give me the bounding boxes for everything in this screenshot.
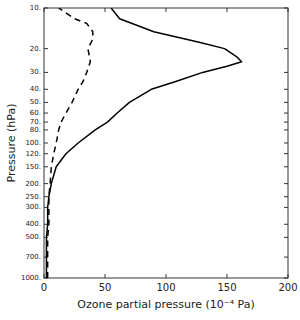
y-tick: [44, 122, 48, 123]
y-tick-right: [284, 196, 288, 197]
x-tick-label: 150: [217, 282, 236, 293]
x-tick-label: 200: [278, 282, 297, 293]
y-tick-right: [284, 129, 288, 130]
y-tick: [44, 183, 48, 184]
y-tick-label: 120.: [25, 150, 41, 158]
x-tick-top: [105, 8, 106, 12]
y-tick-label: 500.: [25, 233, 41, 241]
x-tick-top: [44, 8, 45, 12]
y-tick-right: [284, 278, 288, 279]
y-tick: [44, 113, 48, 114]
series-line: [48, 8, 93, 278]
y-tick-right: [284, 89, 288, 90]
y-tick: [44, 89, 48, 90]
y-tick: [44, 8, 48, 9]
y-tick: [44, 102, 48, 103]
y-tick-right: [284, 153, 288, 154]
y-tick-right: [284, 207, 288, 208]
series-line: [46, 8, 241, 278]
y-tick-label: 60.: [30, 109, 41, 117]
y-tick: [44, 48, 48, 49]
y-tick-right: [284, 8, 288, 9]
y-tick-right: [284, 257, 288, 258]
y-tick-label: 30.: [30, 68, 41, 76]
x-axis: 0 50 100 150 200: [41, 8, 298, 293]
y-tick-right: [284, 48, 288, 49]
y-tick-label: 40.: [30, 85, 41, 93]
x-tick: [288, 274, 289, 278]
x-tick-top: [227, 8, 228, 12]
plot-area: [46, 8, 241, 278]
y-tick-label: 10.: [30, 4, 41, 12]
y-tick-label: 150.: [25, 163, 41, 171]
y-tick-right: [284, 237, 288, 238]
x-tick-top: [166, 8, 167, 12]
y-tick: [44, 143, 48, 144]
y-tick-right: [284, 183, 288, 184]
y-tick-right: [284, 72, 288, 73]
x-tick: [166, 274, 167, 278]
x-tick-label: 100: [156, 282, 175, 293]
y-tick-label: 200.: [25, 180, 41, 188]
x-tick-label: 50: [99, 282, 112, 293]
chart-svg: 0 50 100 150 200 10. 20. 30. 40. 50. 60.70.80. 100.…: [0, 0, 300, 320]
x-tick: [227, 274, 228, 278]
y-tick-label: 700.: [25, 253, 41, 261]
x-tick: [44, 274, 45, 278]
x-tick-label: 0: [41, 282, 47, 293]
y-tick-label: 100.: [25, 139, 41, 147]
y-tick-right: [284, 224, 288, 225]
y-tick-right: [284, 166, 288, 167]
x-axis-label: Ozone partial pressure (10⁻⁴ Pa): [77, 298, 255, 311]
plot-frame: [44, 8, 288, 278]
chart-container: 0 50 100 150 200 10. 20. 30. 40. 50. 60.70.80. 100.…: [0, 0, 300, 320]
y-tick: [44, 153, 48, 154]
y-tick-right: [284, 122, 288, 123]
x-tick-top: [288, 8, 289, 12]
y-tick-label: 400.: [25, 220, 41, 228]
y-axis: 10. 20. 30. 40. 50. 60.70.80. 100. 120. 150. 200.…: [21, 4, 288, 282]
y-tick: [44, 166, 48, 167]
y-tick-right: [284, 113, 288, 114]
y-tick-label: 300.: [25, 203, 41, 211]
y-tick-right: [284, 102, 288, 103]
y-tick: [44, 196, 48, 197]
y-tick: [44, 72, 48, 73]
y-tick-label: 20.: [30, 45, 41, 53]
y-tick-label: 80.: [30, 126, 41, 134]
y-tick-label: 250.: [25, 193, 41, 201]
y-tick-label: 1000.: [21, 274, 41, 282]
y-tick-label: 70.: [30, 118, 41, 126]
y-tick-right: [284, 143, 288, 144]
y-tick-label: 50.: [30, 98, 41, 106]
y-tick: [44, 129, 48, 130]
x-tick: [105, 274, 106, 278]
y-axis-label: Pressure (hPa): [5, 104, 18, 183]
